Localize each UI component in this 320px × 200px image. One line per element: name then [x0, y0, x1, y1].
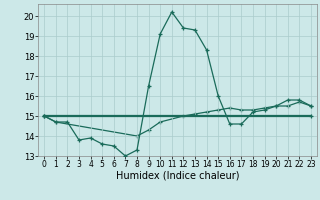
X-axis label: Humidex (Indice chaleur): Humidex (Indice chaleur): [116, 171, 239, 181]
